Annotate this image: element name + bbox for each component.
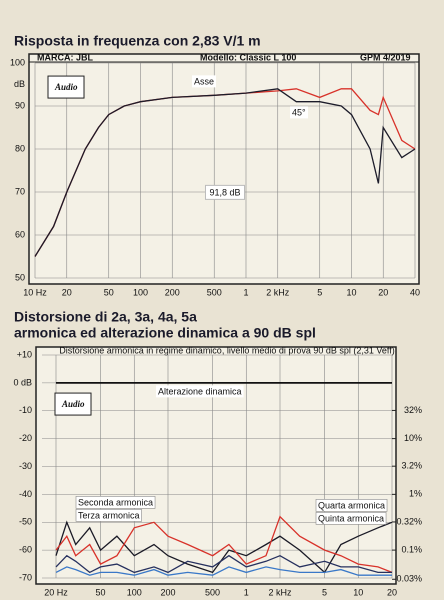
label-box — [75, 496, 156, 509]
x-tick-label: 20 — [62, 287, 72, 297]
x-tick-label: 10 Hz — [23, 287, 47, 297]
logo-box — [54, 392, 92, 416]
logo: Audio — [61, 399, 85, 409]
y-tick-label: -20 — [19, 433, 32, 443]
x-tick-label: 100 — [133, 287, 148, 297]
series-line — [55, 515, 393, 574]
series-label: 45° — [292, 107, 306, 117]
x-tick-label: 50 — [104, 287, 114, 297]
y2-tick-label: 0.03% — [396, 574, 422, 584]
x-tick-label: 2 kHz — [268, 587, 292, 597]
x-tick-label: 1 — [244, 587, 249, 597]
label-box — [290, 106, 309, 119]
logo: Audio — [54, 82, 78, 92]
y2-tick-label: 0.1% — [401, 544, 422, 554]
y2-tick-label: 3.2% — [401, 461, 422, 471]
y-tick-label: 60 — [15, 229, 25, 239]
x-tick-label: 5 — [322, 587, 327, 597]
x-tick-label: 10 — [346, 287, 356, 297]
label-box — [315, 499, 388, 512]
x-tick-label: 20 Hz — [44, 587, 68, 597]
x-tick-label: 100 — [127, 587, 142, 597]
series-label: Terza armonica — [78, 510, 140, 520]
annotation: 91,8 dB — [209, 187, 240, 197]
series-line — [55, 554, 392, 574]
chart-title: Distorsione di 2a, 3a, 4a, 5a — [14, 309, 197, 325]
label-box — [315, 512, 387, 525]
y2-tick-label: 0.32% — [396, 516, 422, 526]
y-tick-label: 50 — [15, 272, 25, 282]
chart-title: Risposta in frequenza con 2,83 V/1 m — [14, 33, 261, 49]
x-tick-label: 40 — [410, 287, 420, 297]
y-tick-label: 80 — [15, 143, 25, 153]
series-label: Quarta armonica — [318, 500, 385, 510]
x-tick-label: 2 kHz — [266, 287, 290, 297]
y-tick-label: 70 — [15, 186, 25, 196]
y-tick-label: +10 — [17, 349, 32, 359]
x-tick-label: 200 — [160, 587, 175, 597]
series-line — [34, 88, 416, 257]
x-tick-label: 1 — [243, 287, 248, 297]
y-tick-label: 0 dB — [13, 377, 32, 387]
x-tick-label: 500 — [205, 587, 220, 597]
y2-tick-label: 10% — [404, 433, 422, 443]
inner-title: Distorsione armonica in regime dinamico,… — [59, 345, 395, 355]
y-tick-label: -60 — [19, 545, 32, 555]
plot-frame — [28, 53, 420, 285]
label-box — [192, 75, 217, 88]
y-tick-label: 90 — [15, 100, 25, 110]
label-box — [75, 509, 142, 522]
logo-box — [47, 75, 85, 99]
y-tick-label: -50 — [19, 517, 32, 527]
header-text: Modello: Classic L 100 — [200, 52, 296, 62]
series-label: Seconda armonica — [78, 497, 153, 507]
header-text: GPM 4/2019 — [360, 52, 411, 62]
series-label: Quinta armonica — [318, 513, 384, 523]
y-axis-label: dB — [14, 79, 25, 89]
x-tick-label: 5 — [317, 287, 322, 297]
y-tick-label: -10 — [19, 405, 32, 415]
y2-tick-label: 32% — [404, 405, 422, 415]
label-box — [156, 385, 244, 398]
y-tick-label: 100 — [10, 57, 25, 67]
y-tick-label: -70 — [19, 572, 32, 582]
x-tick-label: 20 — [387, 587, 397, 597]
chart-subtitle: armonica ed alterazione dinamica a 90 dB… — [14, 325, 316, 341]
series-line — [55, 566, 392, 576]
series-label: Alterazione dinamica — [158, 386, 242, 396]
header-text: MARCA: JBL — [37, 52, 93, 62]
y-tick-label: -40 — [19, 489, 32, 499]
x-tick-label: 50 — [96, 587, 106, 597]
annotation-box — [204, 184, 246, 200]
x-tick-label: 20 — [378, 287, 388, 297]
y-tick-label: -30 — [19, 461, 32, 471]
series-label: Asse — [194, 76, 214, 86]
x-tick-label: 10 — [353, 587, 363, 597]
x-tick-label: 500 — [207, 287, 222, 297]
y2-tick-label: 1% — [409, 489, 422, 499]
x-tick-label: 200 — [165, 287, 180, 297]
